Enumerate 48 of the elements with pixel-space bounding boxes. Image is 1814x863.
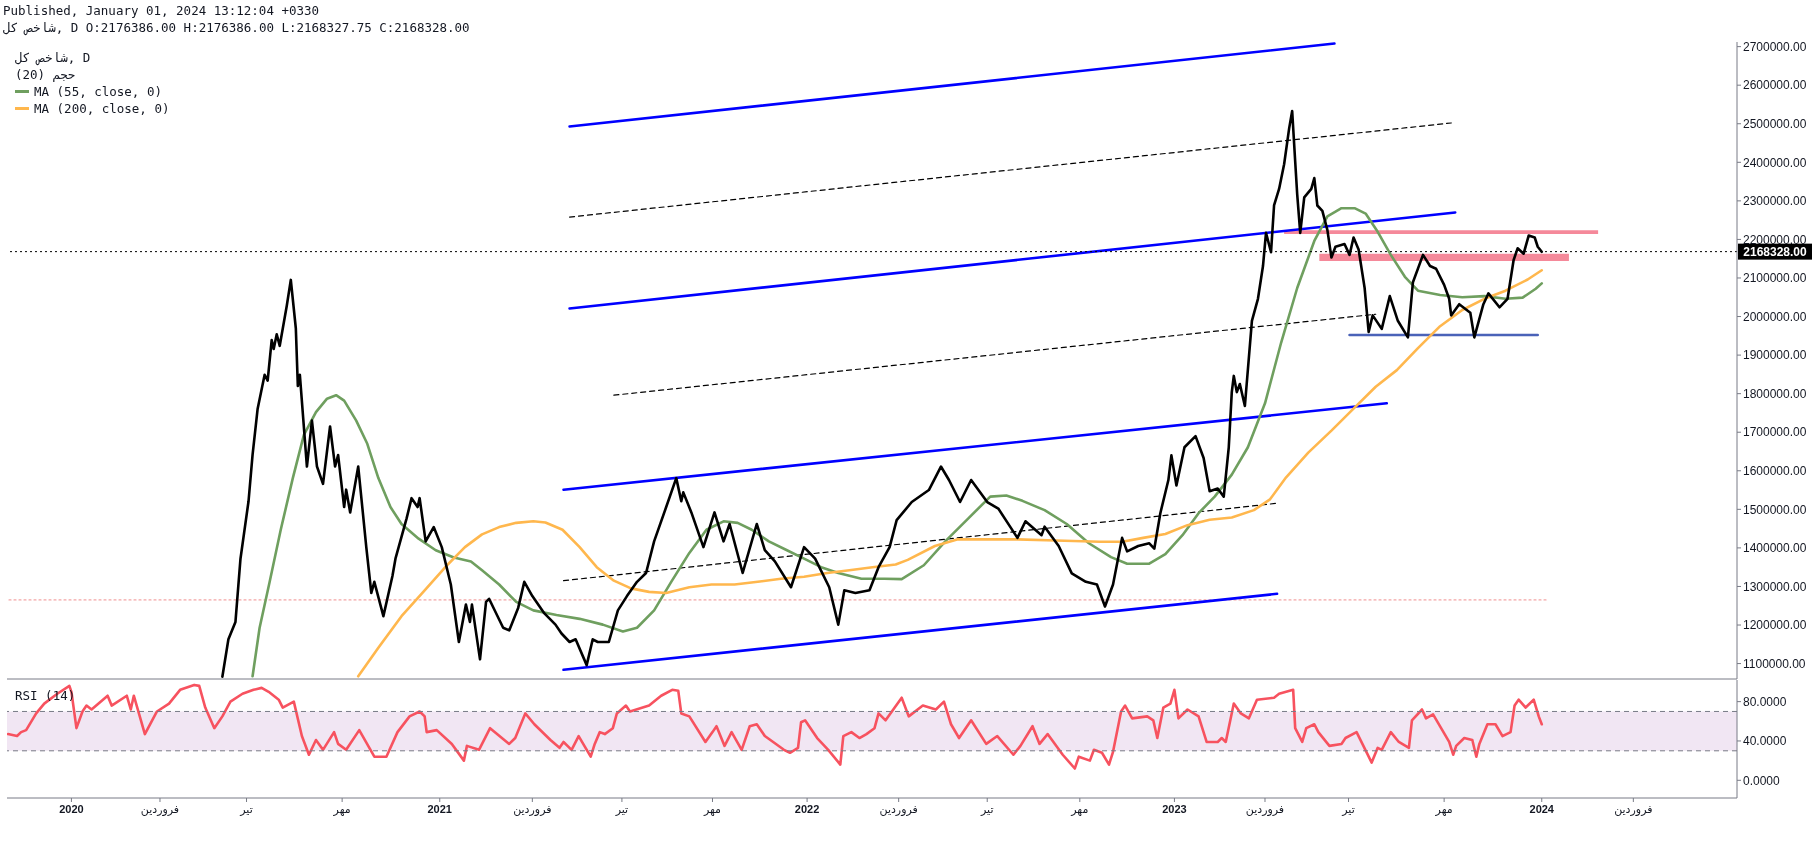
x-tick-label: مهر <box>1070 803 1089 816</box>
y-tick-label: 1100000.00 <box>1743 656 1806 671</box>
x-tick-label: مهر <box>332 803 351 816</box>
y-tick-label: 2700000.00 <box>1743 39 1807 54</box>
x-tick-label: مهر <box>702 803 722 816</box>
x-tick-label: 2023 <box>1162 803 1187 815</box>
x-tick-label: تیر <box>1341 803 1355 816</box>
y-tick-label: 2400000.00 <box>1743 155 1807 170</box>
x-tick-label: فروردین <box>1614 803 1653 816</box>
legend-label: MA (200, close, 0) <box>34 100 170 117</box>
x-tick-label: مهر <box>1434 803 1453 816</box>
legend-label: MA (55, close, 0) <box>34 83 162 100</box>
x-tick-label: فروردین <box>513 803 552 816</box>
y-tick-label: 1900000.00 <box>1743 348 1807 363</box>
x-tick-label: تیر <box>980 803 994 816</box>
y-tick-label: 40.0000 <box>1743 734 1787 749</box>
x-tick-label: 2020 <box>59 803 84 815</box>
y-tick-label: 1800000.00 <box>1743 386 1807 401</box>
y-tick-label: 1600000.00 <box>1743 464 1807 479</box>
line-series <box>7 683 1544 770</box>
y-tick-label: 1200000.00 <box>1743 618 1807 633</box>
x-tick-label: تیر <box>239 803 253 816</box>
y-tick-label: 1400000.00 <box>1743 541 1807 556</box>
y-tick-label: 80.0000 <box>1743 694 1787 709</box>
x-tick-label: تیر <box>614 803 629 816</box>
y-tick-label: 1300000.00 <box>1743 579 1807 594</box>
annotation: حجم (20) <box>15 66 77 83</box>
y-tick-label: 0.0000 <box>1743 773 1781 788</box>
line-series <box>356 268 1544 678</box>
text: شاخص کل, D <box>15 49 92 66</box>
x-tick-label: فروردین <box>1245 803 1285 816</box>
line-series <box>251 206 1544 678</box>
x-tick-label: 2022 <box>794 803 820 815</box>
y-tick-label: 2300000.00 <box>1743 194 1807 209</box>
y-tick-label: 1500000.00 <box>1743 502 1807 517</box>
x-tick-label: فروردین <box>140 803 180 816</box>
y-tick-label: 2200000.00 <box>1743 232 1807 247</box>
y-tick-label: 2500000.00 <box>1743 117 1807 132</box>
x-tick-label: فروردین <box>879 803 918 816</box>
y-tick-label: 1700000.00 <box>1743 425 1807 440</box>
ref-line-label: 2168328.00 <box>1743 244 1808 259</box>
text: Published, January 01, 2024 13:12:04 +0330 <box>3 2 320 19</box>
y-tick-label: 2100000.00 <box>1743 271 1807 286</box>
y-tick-label: 2000000.00 <box>1743 309 1807 324</box>
chart-subtitle: شاخص کل, D O:2176386.00 H:2176386.00 L:2168327.75 C:2168328.00 <box>3 19 470 36</box>
x-tick-label: 2024 <box>1529 803 1555 815</box>
y-tick-label: 2600000.00 <box>1743 78 1807 93</box>
x-tick-label: 2021 <box>427 803 452 815</box>
